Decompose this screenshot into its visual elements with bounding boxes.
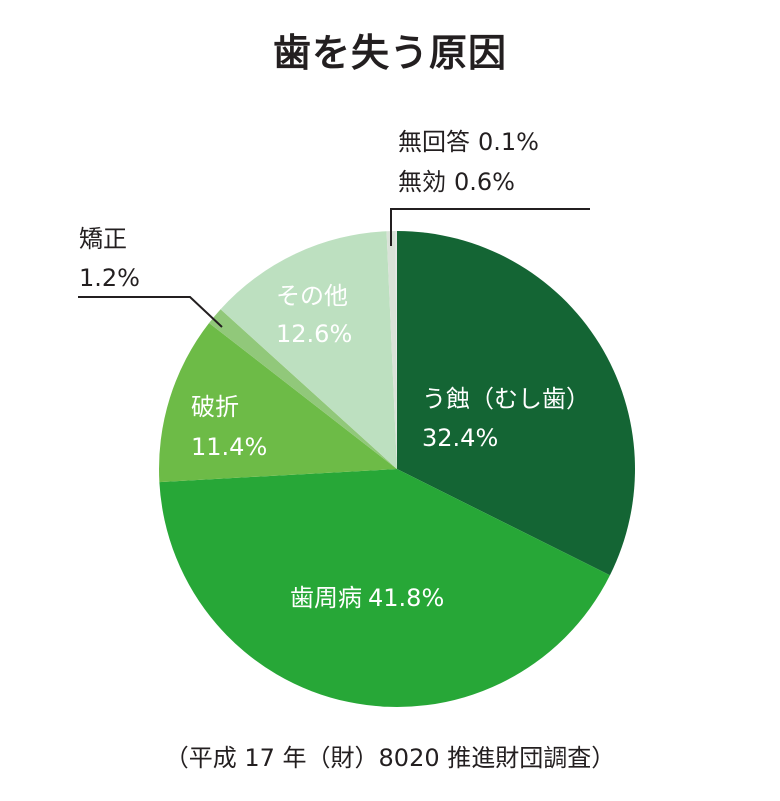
label-value-hasetsu: 11.4% xyxy=(191,433,267,461)
label-value-mukaitou: 0.1% xyxy=(478,128,539,156)
label-name-usyoku: う蝕（むし歯） xyxy=(422,385,590,413)
label-name-mukou: 無効 xyxy=(398,168,446,196)
label-name-shishubyo-text: 歯周病 xyxy=(290,584,362,612)
pie-slice-sonota xyxy=(220,231,397,469)
pie-slices xyxy=(159,230,635,707)
chart-source-note: （平成 17 年（財）8020 推進財団調査） xyxy=(164,744,616,772)
label-mukou: 無効 0.6% xyxy=(398,168,515,196)
label-mukaitou: 無回答 0.1% xyxy=(398,128,539,156)
leader-line-kyosei xyxy=(78,296,223,328)
label-name-sonota: その他 xyxy=(276,282,348,310)
pie-slice-mukou xyxy=(386,231,397,469)
pie-slice-hasetsu xyxy=(159,322,397,483)
label-value-mukou: 0.6% xyxy=(454,168,515,196)
label-name-hasetsu: 破折 xyxy=(191,393,239,421)
label-name-mukaitou: 無回答 xyxy=(398,128,470,156)
label-value-usyoku: 32.4% xyxy=(422,424,498,452)
chart-title: 歯を失う原因 xyxy=(272,31,507,75)
label-name-kyosei: 矯正 xyxy=(79,225,127,253)
pie-slice-mukaitou xyxy=(395,230,397,469)
label-value-kyosei: 1.2% xyxy=(79,264,140,292)
label-name-shishubyo: 歯周病 41.8% xyxy=(290,584,444,612)
leader-line-mukou-mukaitou xyxy=(390,208,590,246)
pie-slice-usyoku xyxy=(397,231,635,576)
pie-slice-shishubyo xyxy=(159,469,610,707)
label-value-sonota: 12.6% xyxy=(276,320,352,348)
label-value-shishubyo: 41.8% xyxy=(368,584,444,612)
pie-slice-kyosei xyxy=(209,309,397,469)
